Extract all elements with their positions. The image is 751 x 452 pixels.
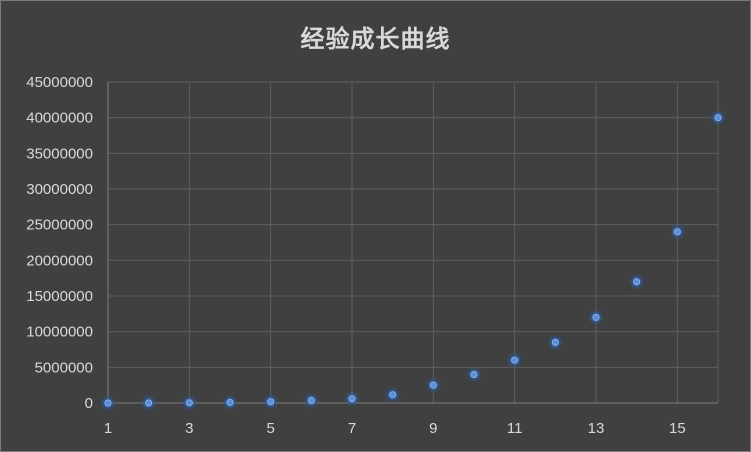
data-point	[265, 396, 276, 407]
data-point-marker	[389, 392, 395, 398]
data-point	[103, 398, 114, 409]
data-point-marker	[349, 396, 355, 402]
data-point-marker	[552, 339, 558, 345]
y-tick-label: 0	[85, 395, 93, 412]
axes: 0 5000000 10000000 15000000 20000000 25000000…	[26, 74, 718, 437]
data-point-marker	[267, 399, 273, 405]
y-tick-label: 10000000	[26, 324, 93, 341]
x-tick-label: 1	[104, 420, 112, 437]
data-point	[550, 337, 561, 348]
data-point	[184, 397, 195, 408]
data-point	[225, 397, 236, 408]
data-point	[387, 389, 398, 400]
data-point	[672, 226, 683, 237]
y-tick-label: 20000000	[26, 252, 93, 269]
y-tick-label: 25000000	[26, 217, 93, 234]
y-tick-label: 40000000	[26, 110, 93, 127]
y-tick-label: 35000000	[26, 145, 93, 162]
data-point	[428, 380, 439, 391]
x-tick-label: 9	[429, 420, 437, 437]
gridlines	[108, 82, 718, 403]
data-point	[347, 393, 358, 404]
data-point-marker	[186, 400, 192, 406]
data-point-marker	[145, 400, 151, 406]
y-tick-label: 45000000	[26, 74, 93, 91]
data-point-marker	[430, 382, 436, 388]
x-tick-label: 5	[266, 420, 274, 437]
data-point-marker	[674, 229, 680, 235]
x-tick-label: 15	[669, 420, 686, 437]
data-point	[713, 112, 724, 123]
x-tick-label: 3	[185, 420, 193, 437]
y-tick-label: 5000000	[35, 359, 93, 376]
data-point-marker	[105, 400, 111, 406]
data-point	[143, 397, 154, 408]
x-tick-label: 7	[348, 420, 356, 437]
data-point-marker	[715, 114, 721, 120]
data-point-marker	[593, 314, 599, 320]
data-point	[469, 369, 480, 380]
data-point-marker	[471, 371, 477, 377]
x-tick-label: 11	[507, 420, 523, 437]
data-point	[591, 312, 602, 323]
data-point-marker	[308, 397, 314, 403]
data-point	[509, 355, 520, 366]
data-point	[631, 276, 642, 287]
y-tick-label: 15000000	[26, 288, 93, 305]
data-point-marker	[511, 357, 517, 363]
y-tick-label: 30000000	[26, 181, 93, 198]
x-tick-label: 13	[588, 420, 605, 437]
data-point	[306, 395, 317, 406]
data-point-marker	[633, 279, 639, 285]
data-point-marker	[227, 399, 233, 405]
